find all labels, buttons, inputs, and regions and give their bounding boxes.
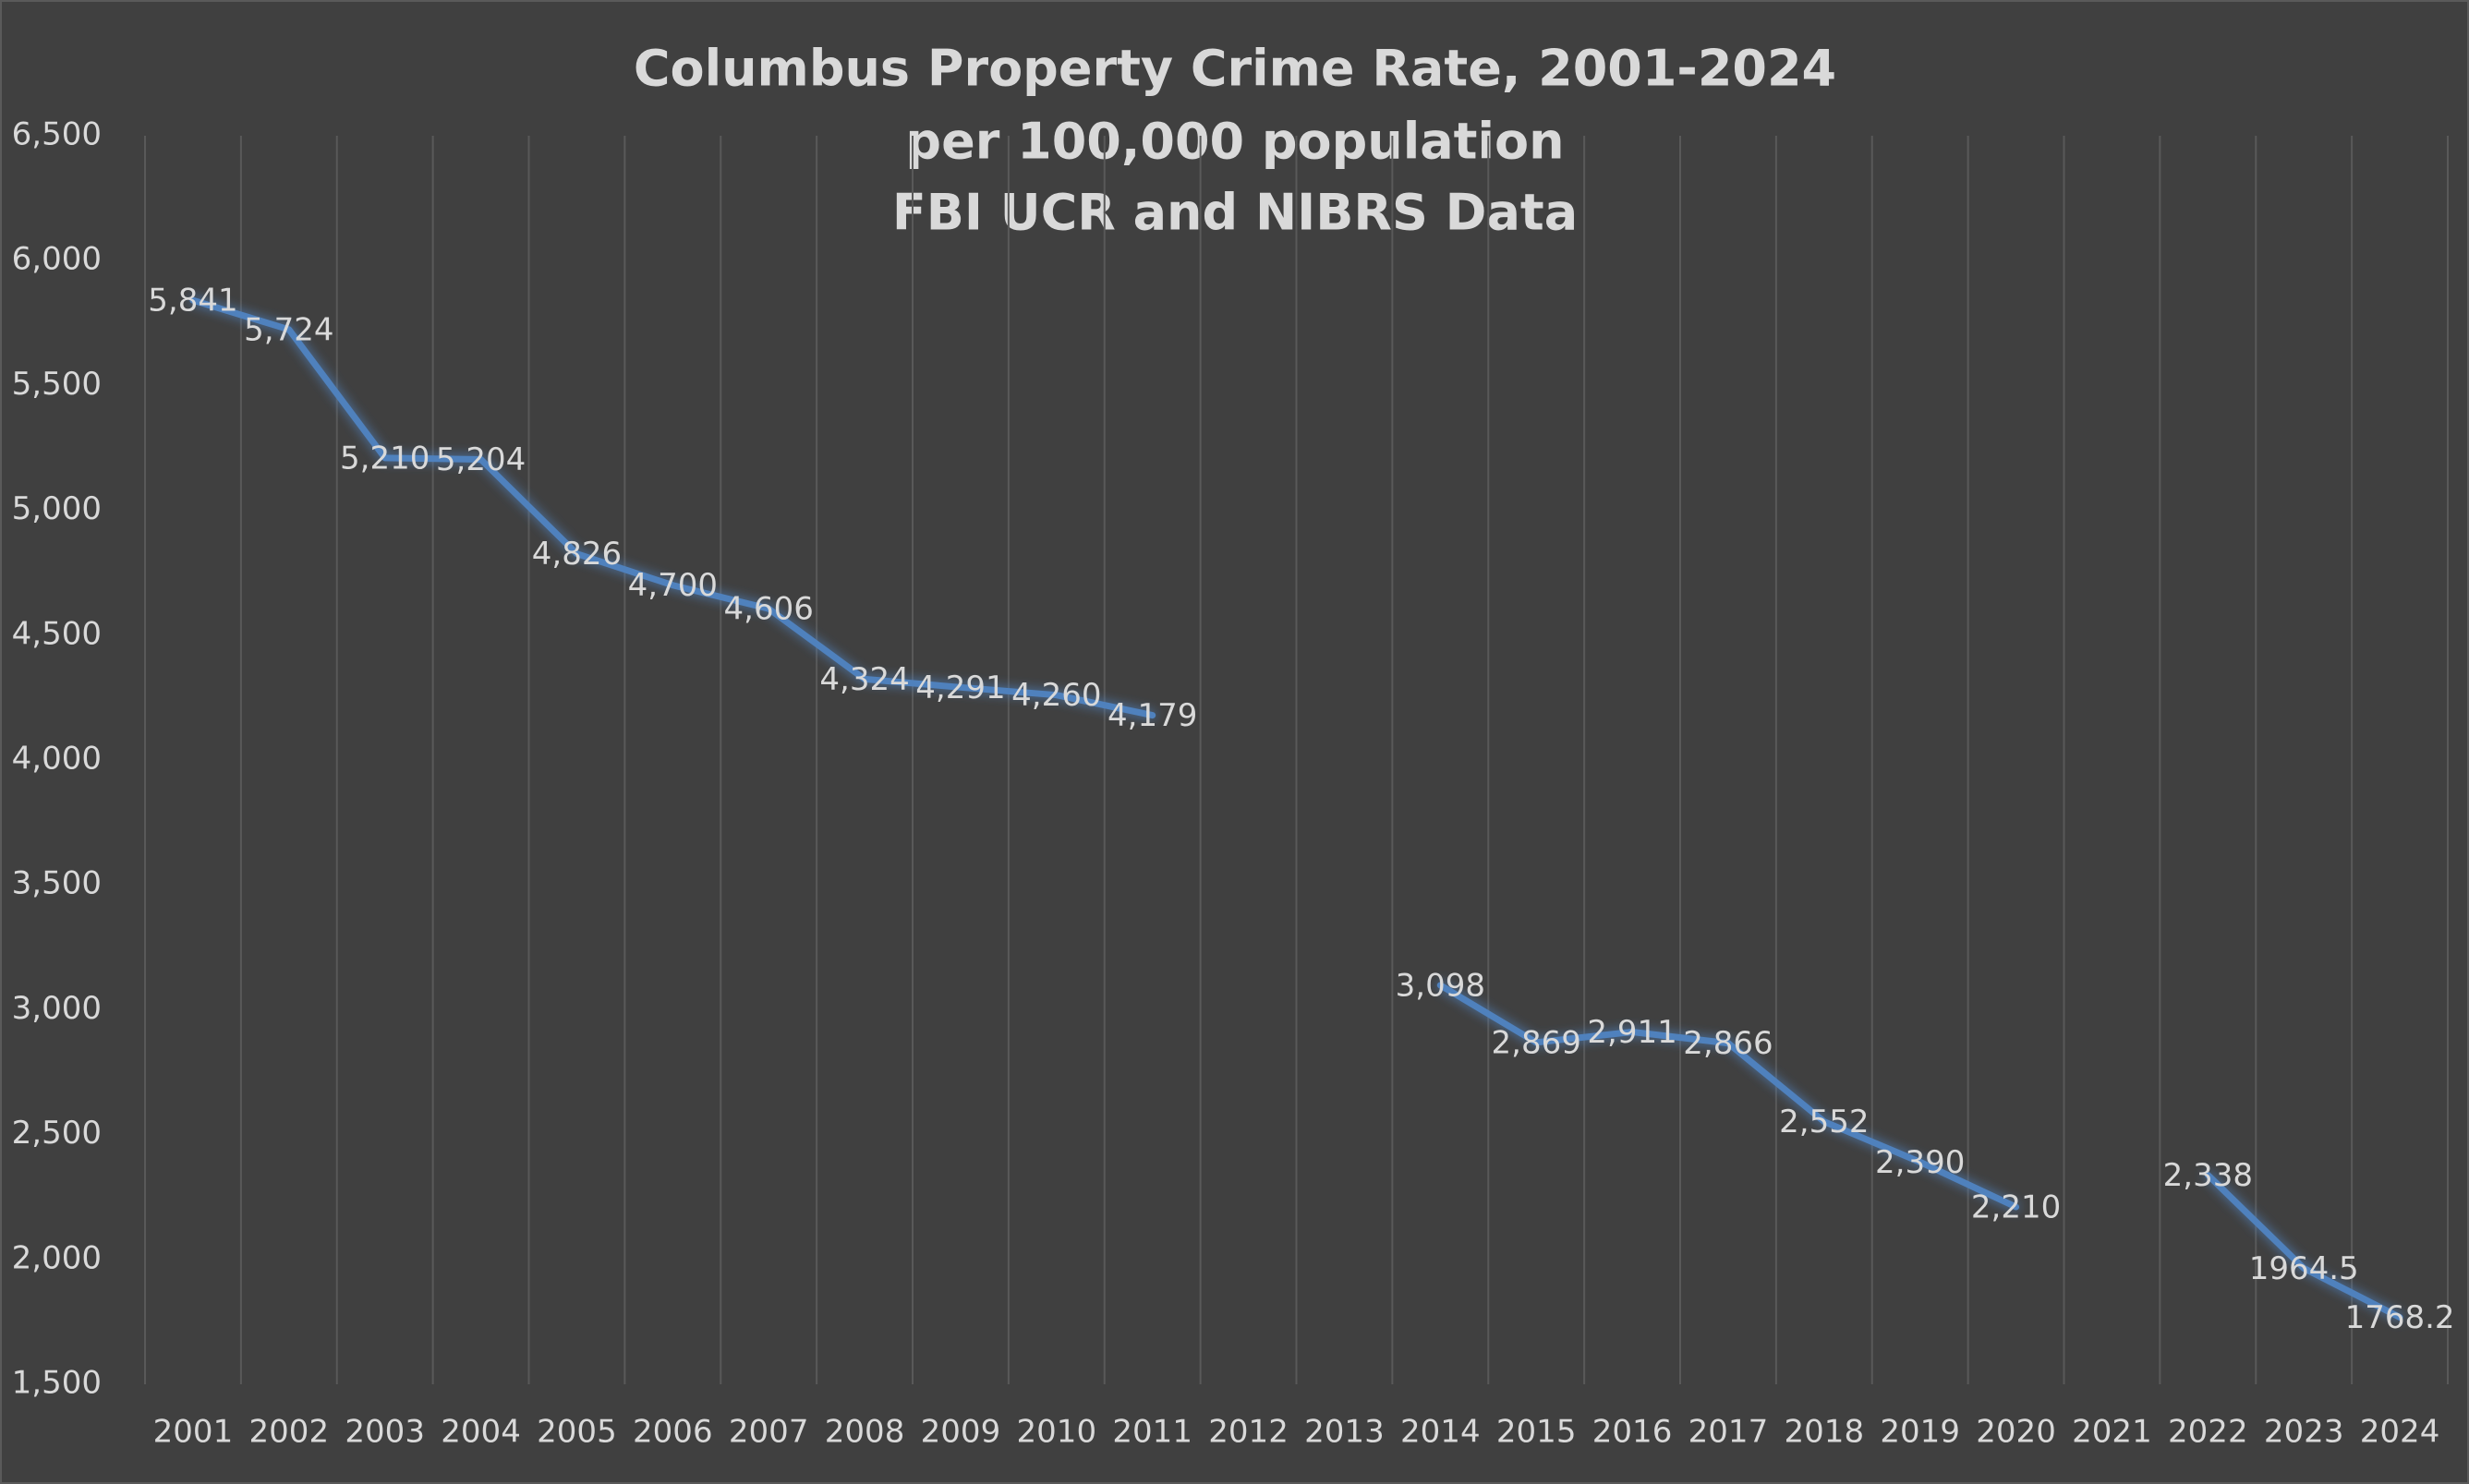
x-tick-label: 2014 [1400, 1414, 1481, 1451]
y-tick-label: 5,500 [12, 366, 102, 403]
x-tick-label: 2022 [2168, 1414, 2248, 1451]
y-tick-label: 3,500 [12, 865, 102, 902]
y-tick-label: 6,000 [12, 241, 102, 278]
data-label: 2,911 [1587, 1014, 1676, 1051]
chart-subtitle: FBI UCR and NIBRS Data [892, 184, 1578, 242]
y-tick-label: 6,500 [12, 116, 102, 153]
x-tick-label: 2018 [1785, 1414, 1865, 1451]
data-label: 2,869 [1492, 1024, 1581, 1061]
x-tick-label: 2021 [2072, 1414, 2152, 1451]
x-tick-label: 2007 [729, 1414, 809, 1451]
data-label: 5,841 [148, 283, 237, 320]
data-label: 5,724 [244, 311, 333, 348]
data-label: 5,204 [436, 441, 526, 478]
x-tick-label: 2019 [1880, 1414, 1960, 1451]
chart-subtitle: per 100,000 population [905, 113, 1564, 171]
data-label: 2,210 [1971, 1189, 2061, 1226]
data-label: 1768.2 [2345, 1299, 2455, 1336]
data-label: 4,179 [1107, 697, 1197, 734]
x-tick-label: 2013 [1304, 1414, 1385, 1451]
x-tick-label: 2024 [2360, 1414, 2440, 1451]
y-tick-label: 4,000 [12, 741, 102, 778]
x-tick-label: 2011 [1112, 1414, 1192, 1451]
data-label: 4,606 [724, 591, 814, 628]
line-series [189, 296, 2403, 1321]
x-tick-label: 2016 [1592, 1414, 1673, 1451]
y-tick-label: 4,500 [12, 615, 102, 652]
y-tick-label: 2,500 [12, 1115, 102, 1152]
data-label: 4,260 [1011, 677, 1101, 714]
x-tick-label: 2008 [825, 1414, 905, 1451]
data-label: 2,866 [1683, 1025, 1773, 1062]
data-label: 4,700 [628, 567, 718, 604]
x-tick-label: 2017 [1688, 1414, 1769, 1451]
data-label: 4,291 [915, 670, 1005, 706]
x-tick-label: 2006 [633, 1414, 713, 1451]
data-label: 4,324 [819, 661, 909, 698]
y-tick-label: 3,000 [12, 990, 102, 1027]
x-tick-label: 2010 [1017, 1414, 1097, 1451]
chart-title: Columbus Property Crime Rate, 2001-2024 [634, 40, 1836, 98]
y-tick-label: 5,000 [12, 490, 102, 527]
data-label: 2,338 [2163, 1157, 2253, 1194]
x-tick-label: 2001 [153, 1414, 234, 1451]
data-label: 4,826 [532, 536, 622, 573]
data-label: 2,552 [1779, 1104, 1869, 1140]
x-tick-label: 2002 [249, 1414, 330, 1451]
x-tick-label: 2023 [2264, 1414, 2344, 1451]
data-label: 5,210 [340, 440, 430, 477]
x-tick-label: 2004 [441, 1414, 521, 1451]
data-label: 2,390 [1875, 1144, 1965, 1181]
x-tick-label: 2003 [345, 1414, 425, 1451]
x-tick-label: 2005 [537, 1414, 617, 1451]
data-label: 3,098 [1396, 967, 1485, 1004]
x-tick-label: 2012 [1208, 1414, 1289, 1451]
y-tick-label: 1,500 [12, 1365, 102, 1402]
data-label: 1964.5 [2249, 1250, 2359, 1287]
x-tick-label: 2009 [921, 1414, 1001, 1451]
x-tick-label: 2020 [1976, 1414, 2056, 1451]
y-tick-label: 2,000 [12, 1239, 102, 1276]
x-tick-label: 2015 [1496, 1414, 1577, 1451]
